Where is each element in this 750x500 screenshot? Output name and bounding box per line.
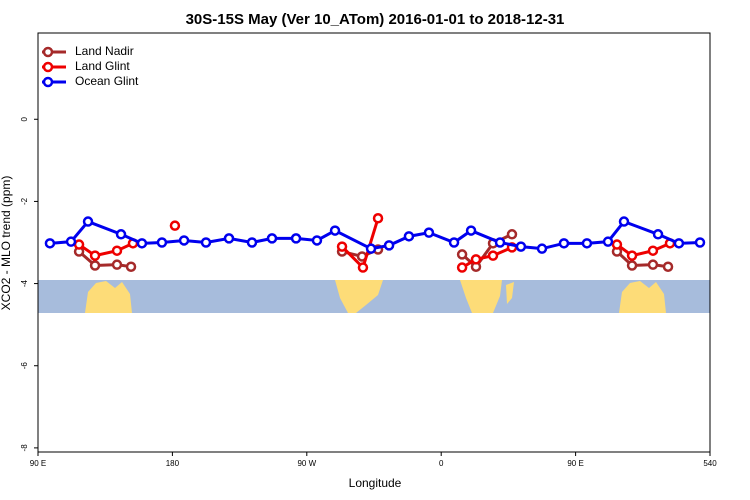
data-point [652,229,664,240]
data-point [611,239,623,250]
x-tick-label: 90 E [567,459,583,468]
data-point [111,259,123,270]
y-tick-label: -4 [20,279,29,287]
data-point [602,236,614,247]
data-point [494,237,506,248]
legend-marker [42,46,54,58]
data-point [73,239,85,250]
data-point [423,227,435,238]
y-tick-label: 0 [20,116,29,121]
data-point [266,233,278,244]
data-point [470,254,482,265]
y-tick-label: -6 [20,362,29,370]
data-point [357,262,369,273]
data-point [456,262,468,273]
data-point [200,237,212,248]
chart-title: 30S-15S May (Ver 10_ATom) 2016-01-01 to … [186,11,565,28]
data-point [169,220,181,231]
x-axis-label: Longitude [349,476,402,490]
data-point [456,249,468,260]
legend-marker [42,61,54,73]
y-axis-label: XCO2 - MLO trend (ppm) [0,176,13,311]
data-point [465,225,477,236]
data-point [403,231,415,242]
y-tick-label: -2 [20,197,29,205]
x-tick-label: 180 [166,459,180,468]
x-tick-label: 90 E [30,459,46,468]
data-point [618,216,630,227]
data-point [626,250,638,261]
data-point [89,250,101,261]
legend-label: Land Nadir [75,44,134,58]
data-point [647,245,659,256]
legend-label: Ocean Glint [75,74,139,88]
legend-marker [42,76,54,88]
data-point [626,260,638,271]
data-point [178,235,190,246]
data-point [448,237,460,248]
data-point [372,213,384,224]
data-point [581,238,593,249]
data-point [336,241,348,252]
data-point [246,237,258,248]
x-tick-label: 90 W [297,459,316,468]
data-point [115,229,127,240]
data-point [662,261,674,272]
data-point [383,240,395,251]
data-point [125,261,137,272]
data-point [515,241,527,252]
data-point [111,245,123,256]
data-point [136,238,148,249]
data-point [506,229,518,240]
x-tick-label: 0 [439,459,444,468]
y-tick-label: -8 [20,444,29,452]
data-point [89,260,101,271]
data-point [694,237,706,248]
data-point [329,225,341,236]
data-point [65,236,77,247]
data-point [223,233,235,244]
data-point [311,235,323,246]
data-point [487,250,499,261]
map-strip [38,280,710,313]
data-point [290,233,302,244]
data-point [673,238,685,249]
data-point [82,216,94,227]
x-tick-label: 540 [703,459,717,468]
data-point [536,243,548,254]
data-point [558,238,570,249]
data-point [365,243,377,254]
legend-label: Land Glint [75,59,130,73]
data-point [647,259,659,270]
plot-frame [37,32,711,453]
data-point [156,237,168,248]
data-point [44,238,56,249]
